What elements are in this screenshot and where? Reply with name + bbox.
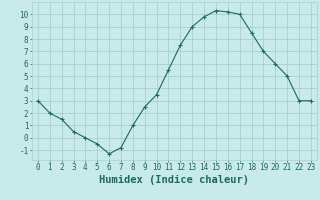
X-axis label: Humidex (Indice chaleur): Humidex (Indice chaleur) bbox=[100, 175, 249, 185]
